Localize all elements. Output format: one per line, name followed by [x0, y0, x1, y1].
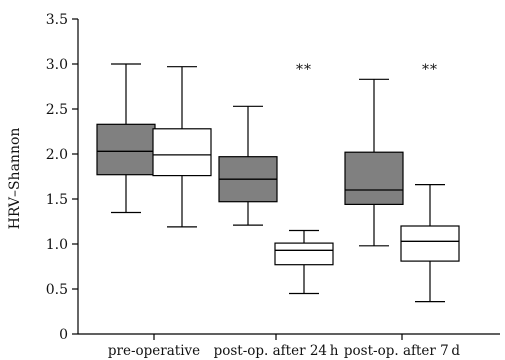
y-tick-label: 1.0 — [46, 237, 68, 253]
box-plot-item — [96, 63, 156, 214]
y-tick-label: 2.0 — [46, 147, 68, 163]
y-axis-label: HRV–Shannon — [7, 128, 23, 230]
box-plot-item — [152, 66, 212, 228]
boxes-group — [96, 63, 460, 303]
x-category-label: post-op. after 24 h — [214, 343, 339, 359]
iqr-box — [344, 151, 404, 205]
box-plot-item — [274, 229, 334, 295]
y-tick-label: 2.5 — [46, 102, 68, 118]
y-tick-label: 0.5 — [46, 282, 68, 298]
axes-group: 0 0.5 1.0 1.5 2.0 2.5 3.0 3.5 pre-operative post-… — [46, 12, 500, 359]
x-category-label: pre-operative — [108, 343, 200, 359]
iqr-box — [400, 225, 460, 262]
box-plot-item — [344, 78, 404, 247]
iqr-box — [274, 242, 334, 266]
y-tick-label: 3.0 — [46, 57, 68, 73]
y-tick-label: 1.5 — [46, 192, 68, 208]
x-category-label: post-op. after 7 d — [344, 343, 461, 359]
significance-marker: ** — [422, 62, 438, 78]
y-tick-label: 0 — [59, 327, 68, 343]
significance-marker: ** — [296, 62, 312, 78]
box-plot-item — [400, 184, 460, 303]
labels-group: HRV–Shannon ** ** — [7, 62, 438, 230]
iqr-box — [152, 128, 212, 177]
y-tick-label: 3.5 — [46, 12, 68, 28]
iqr-box — [96, 123, 156, 176]
box-plot-item — [218, 105, 278, 226]
